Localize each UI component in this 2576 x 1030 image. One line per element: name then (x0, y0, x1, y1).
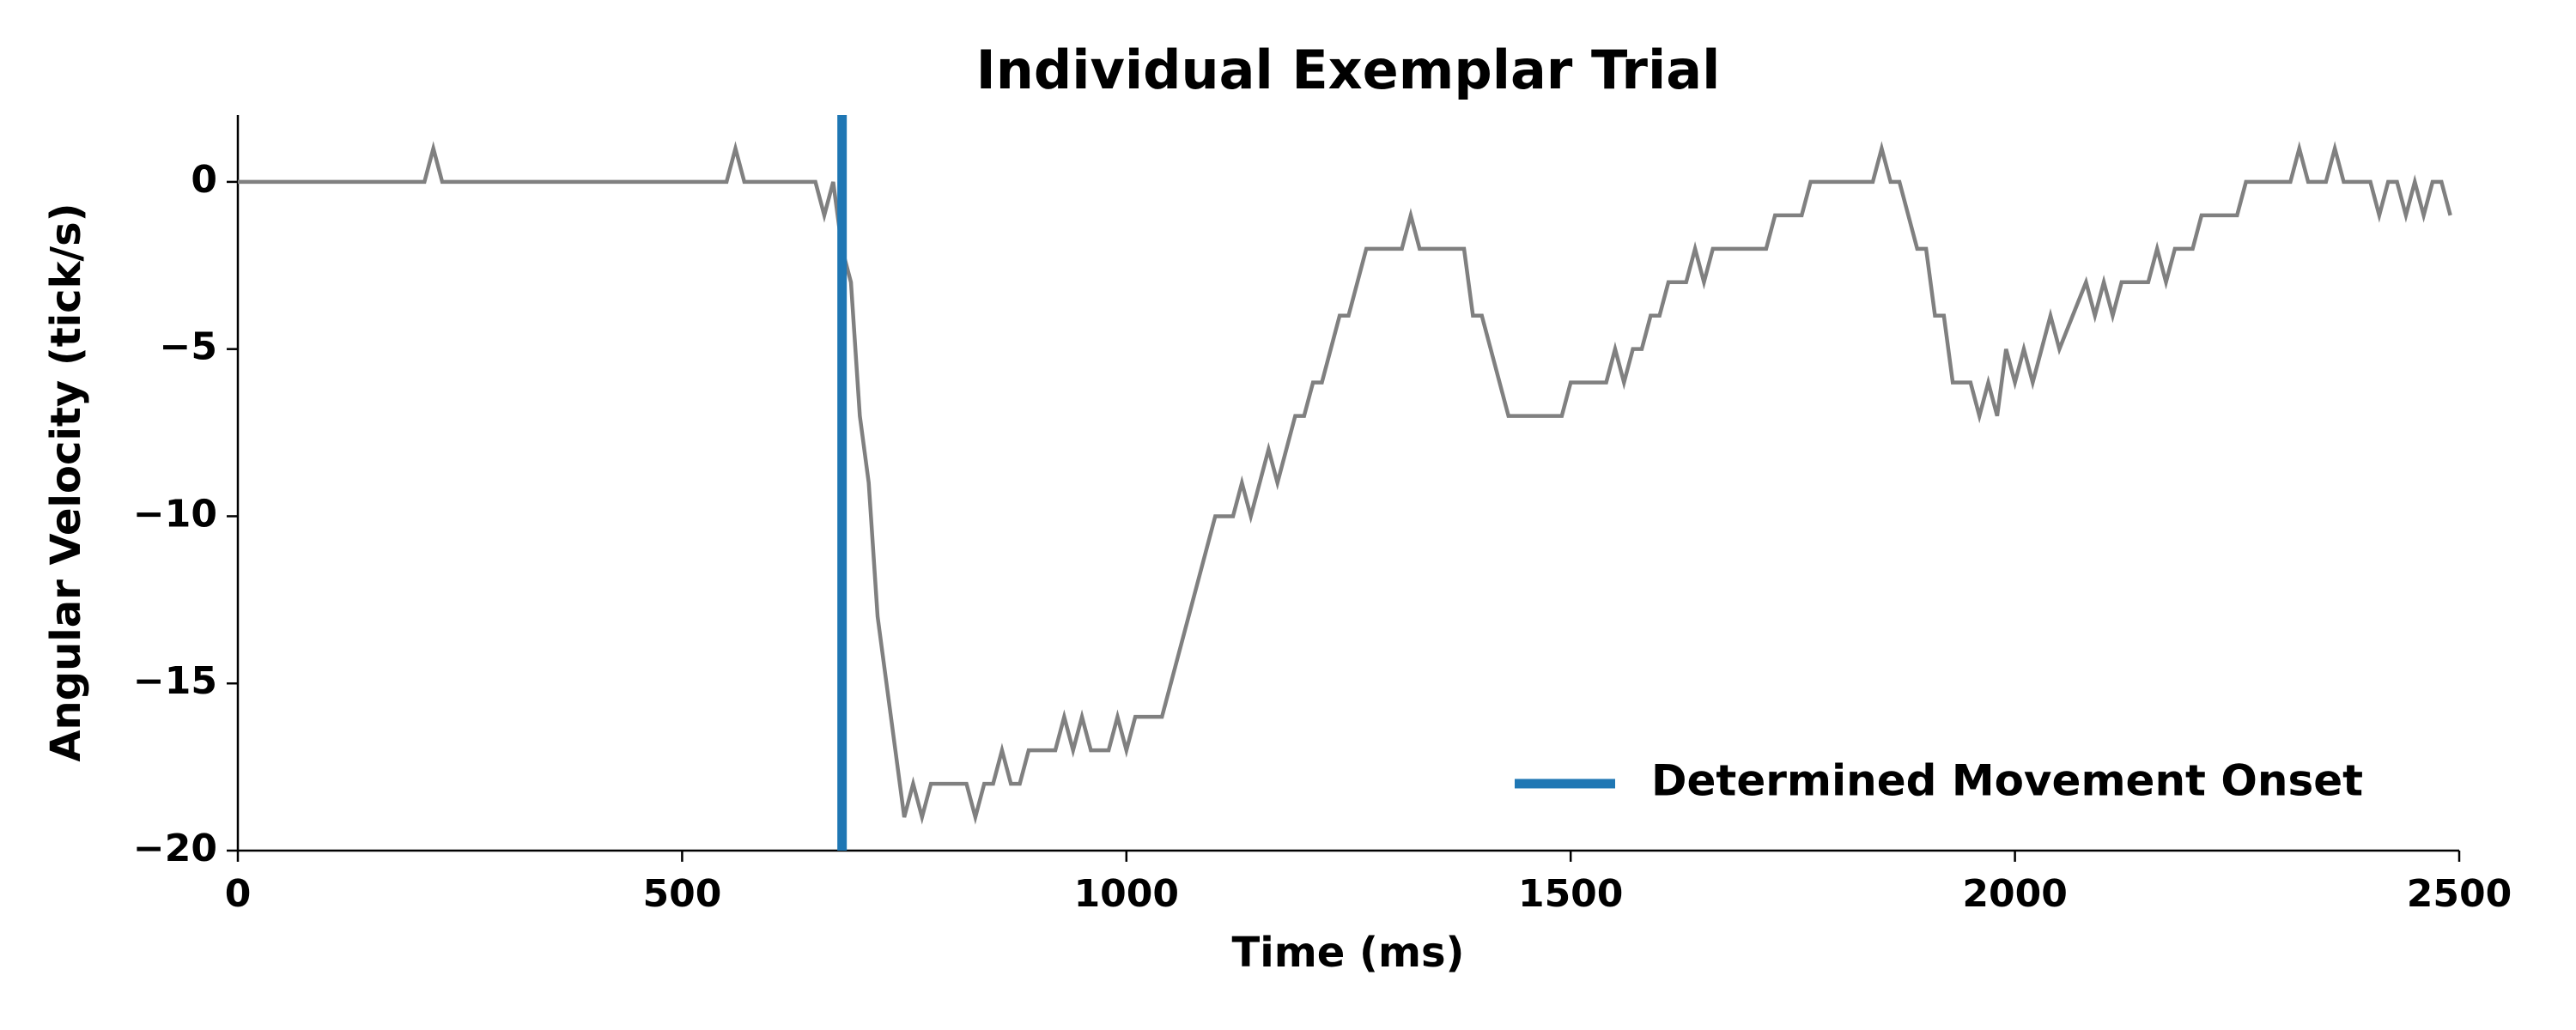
y-axis-label: Angular Velocity (tick/s) (42, 203, 90, 761)
legend-label: Determined Movement Onset (1651, 756, 2363, 806)
x-tick-label: 1000 (1074, 872, 1179, 916)
chart-title: Individual Exemplar Trial (976, 39, 1721, 101)
x-axis-label: Time (ms) (1232, 929, 1465, 977)
y-tick-label: 0 (191, 158, 217, 202)
y-tick-label: −20 (133, 827, 217, 870)
y-tick-label: −15 (133, 659, 217, 703)
series-line (238, 141, 2452, 825)
x-tick-label: 0 (225, 872, 252, 916)
x-tick-label: 500 (642, 872, 721, 916)
x-tick-label: 1500 (1518, 872, 1623, 916)
x-tick-label: 2500 (2407, 872, 2512, 916)
y-tick-label: −10 (133, 492, 217, 536)
y-tick-label: −5 (160, 325, 217, 369)
x-tick-label: 2000 (1962, 872, 2067, 916)
